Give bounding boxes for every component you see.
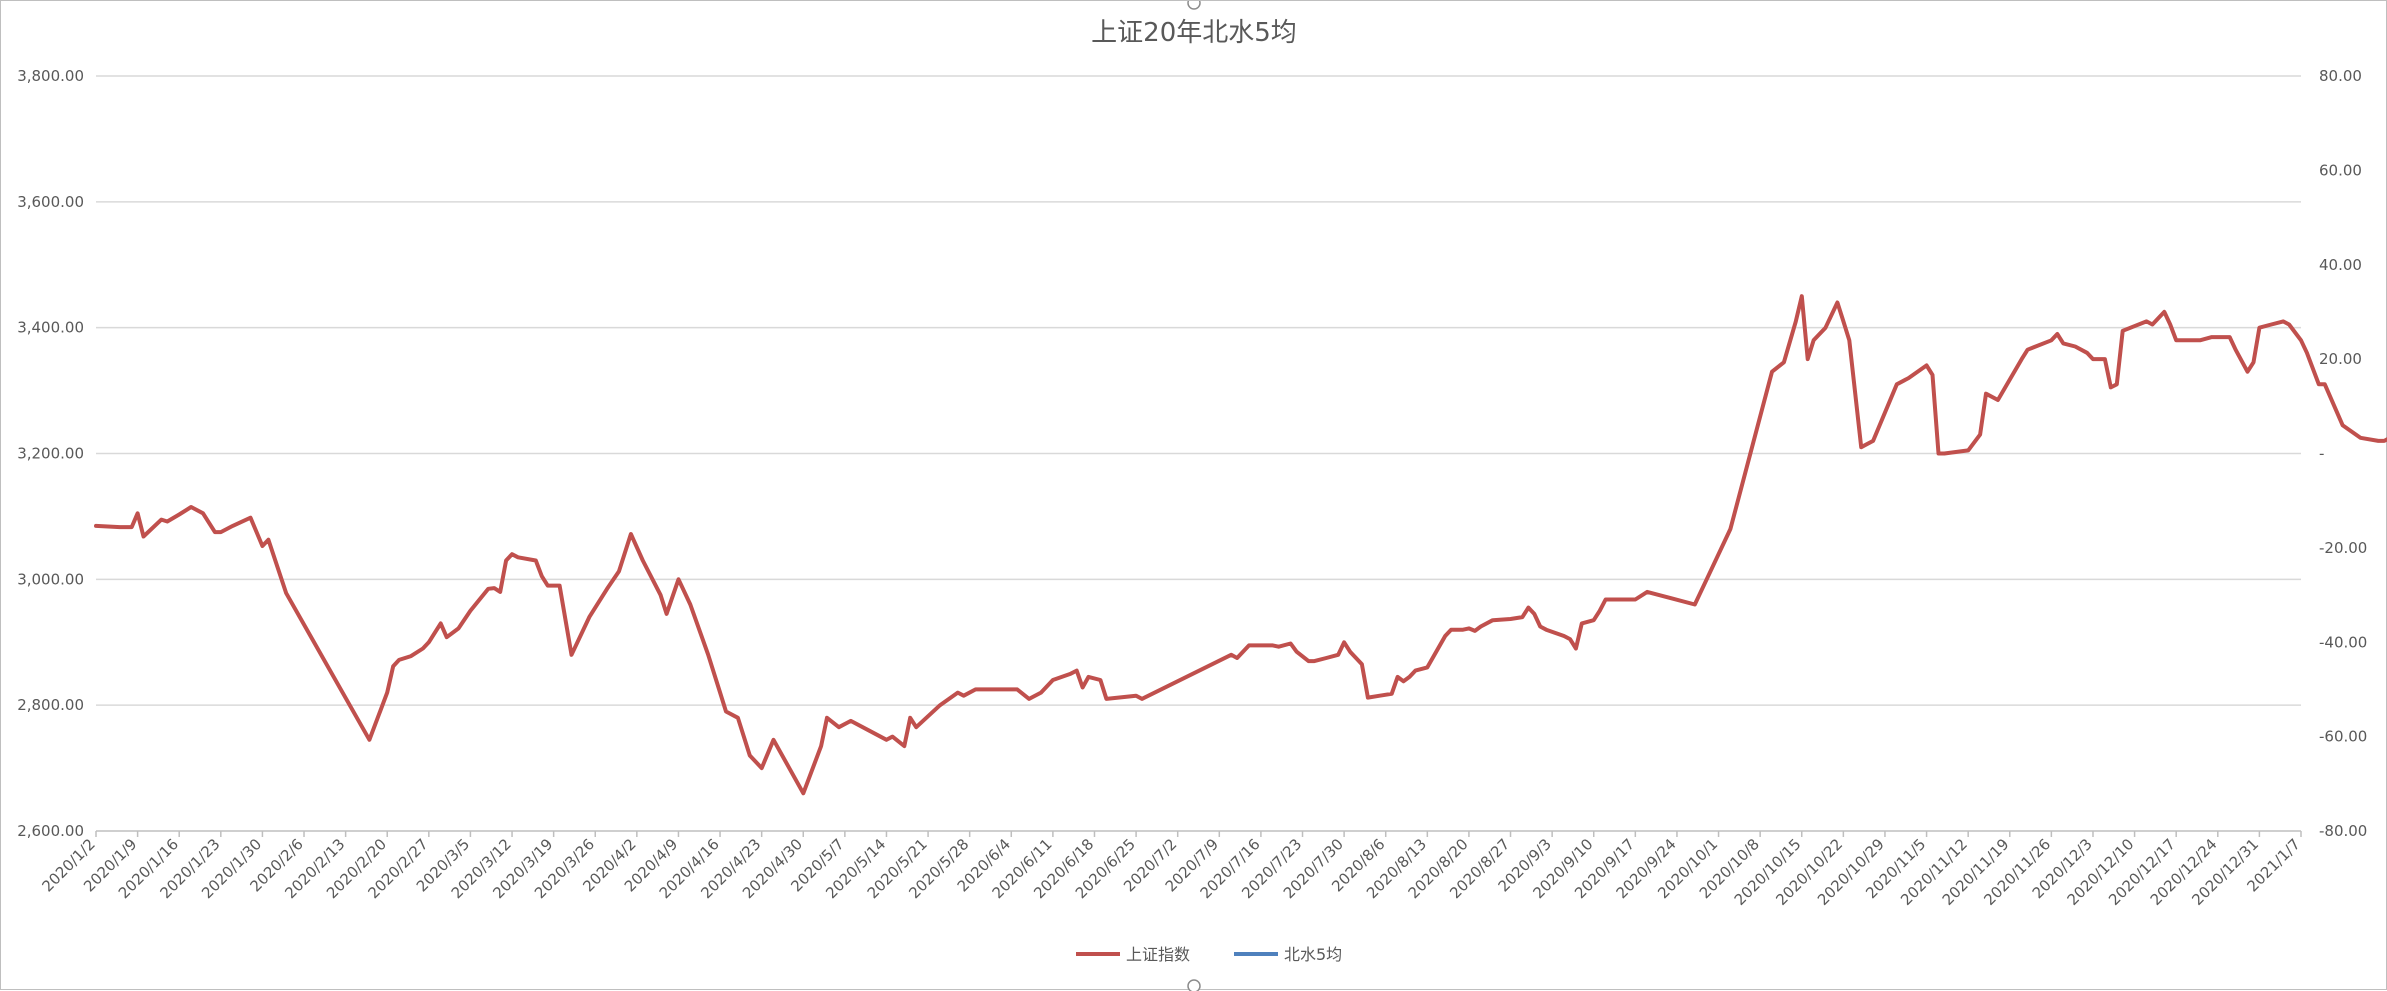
y-left-tick-label: 3,000.00 bbox=[17, 570, 84, 588]
series-lines bbox=[94, 294, 2387, 796]
right-axis-ticks: -80.00-60.00-40.00-20.00-20.0040.0060.00… bbox=[2319, 67, 2367, 840]
y-left-tick-label: 3,200.00 bbox=[17, 445, 84, 463]
y-left-tick-label: 2,800.00 bbox=[17, 696, 84, 714]
y-right-tick-label: -80.00 bbox=[2319, 822, 2367, 840]
legend: 上证指数 北水5均 bbox=[1076, 945, 1342, 964]
y-right-tick-label: -20.00 bbox=[2319, 539, 2367, 557]
y-right-tick-label: 80.00 bbox=[2319, 67, 2362, 85]
y-right-tick-label: -60.00 bbox=[2319, 728, 2367, 746]
y-right-tick-label: -40.00 bbox=[2319, 633, 2367, 651]
y-left-tick-label: 3,400.00 bbox=[17, 319, 84, 337]
y-right-tick-label: 20.00 bbox=[2319, 350, 2362, 368]
y-right-tick-label: - bbox=[2319, 445, 2324, 463]
gridlines bbox=[96, 75, 2301, 706]
y-left-tick-label: 3,600.00 bbox=[17, 193, 84, 211]
series-line-left bbox=[94, 294, 2387, 796]
y-left-tick-label: 3,800.00 bbox=[17, 67, 84, 85]
x-axis: 2020/1/22020/1/92020/1/162020/1/232020/1… bbox=[38, 830, 2304, 909]
chart-title: 上证20年北水5均 bbox=[1091, 18, 1297, 48]
resize-handle-top[interactable] bbox=[1187, 1, 1201, 10]
y-left-tick-label: 2,600.00 bbox=[17, 822, 84, 840]
y-right-tick-label: 40.00 bbox=[2319, 256, 2362, 274]
left-axis-ticks: 2,600.00 2,800.00 3,000.00 3,200.00 3,400.00… bbox=[17, 67, 84, 840]
legend-label: 上证指数 bbox=[1126, 945, 1190, 964]
resize-handle-bottom[interactable] bbox=[1187, 979, 1201, 991]
legend-label: 北水5均 bbox=[1284, 945, 1342, 964]
y-right-tick-label: 60.00 bbox=[2319, 161, 2362, 179]
